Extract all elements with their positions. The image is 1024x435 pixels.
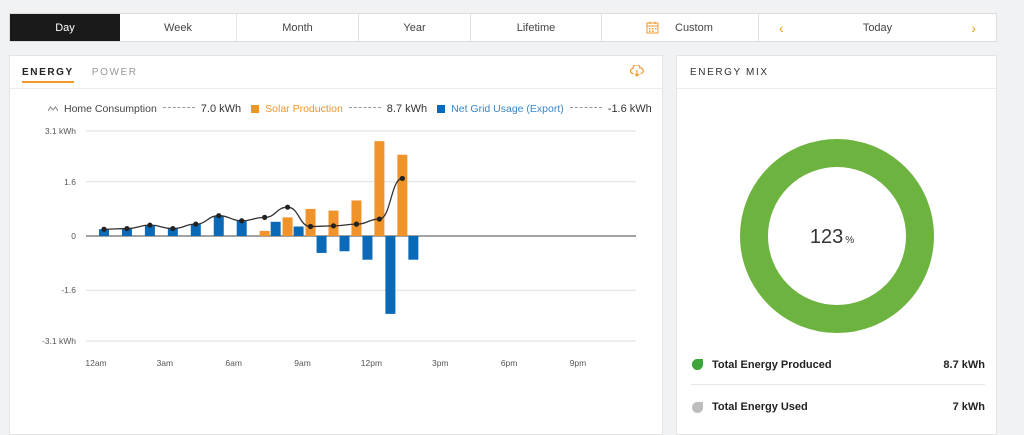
line-series-icon xyxy=(48,106,58,112)
tab-power[interactable]: POWER xyxy=(91,66,138,78)
grid-bar xyxy=(213,215,224,236)
y-tick-label: -1.6 xyxy=(61,285,76,295)
grid-bar xyxy=(408,236,419,260)
legend-grid-label: Net Grid Usage (Export) xyxy=(451,103,564,115)
solar-bar xyxy=(374,141,385,236)
legend-home-value: 7.0 kWh xyxy=(200,103,242,115)
grid-bar xyxy=(144,225,155,236)
leaf-icon xyxy=(692,401,703,413)
solar-bar xyxy=(259,230,270,236)
legend-dotted-leader xyxy=(162,106,195,108)
grid-bar xyxy=(293,226,304,236)
current-date-label[interactable]: Today xyxy=(862,21,893,34)
legend-solar-production[interactable]: Solar Production xyxy=(251,103,343,115)
consumption-point xyxy=(239,218,245,224)
produced-value: 8.7 kWh xyxy=(943,358,985,371)
grid-bar xyxy=(362,236,373,260)
legend-dotted-leader xyxy=(348,106,381,108)
tab-custom[interactable]: Custom xyxy=(602,14,759,41)
tab-year[interactable]: Year xyxy=(359,14,471,41)
energy-card-header: ENERGY POWER xyxy=(10,56,662,89)
used-label: Total Energy Used xyxy=(712,401,808,413)
period-tabbar: Day Week Month Year Lifetime Custom ‹ To… xyxy=(9,13,997,42)
y-tick-label: 0 xyxy=(71,231,76,241)
consumption-point xyxy=(376,216,382,222)
chart-legend: Home Consumption 7.0 kWh Solar Productio… xyxy=(48,103,652,115)
consumption-point xyxy=(353,221,360,227)
chevron-right-icon[interactable]: › xyxy=(971,19,976,36)
consumption-point xyxy=(193,221,199,227)
grid-bar xyxy=(385,236,396,314)
tab-week[interactable]: Week xyxy=(120,14,237,41)
solar-bar xyxy=(305,208,316,236)
legend-home-consumption[interactable]: Home Consumption xyxy=(48,103,157,115)
total-used-row: Total Energy Used 7 kWh xyxy=(691,387,985,427)
date-navigator: ‹ Today › xyxy=(759,14,996,41)
donut-ring xyxy=(740,139,934,333)
x-tick-label: 6am xyxy=(225,358,242,368)
consumption-point xyxy=(216,213,222,219)
y-tick-label: 1.6 xyxy=(64,177,76,187)
consumption-point xyxy=(307,223,314,230)
grid-bar xyxy=(190,224,201,236)
tab-lifetime[interactable]: Lifetime xyxy=(471,14,602,41)
x-tick-label: 9am xyxy=(294,358,311,368)
custom-label: Custom xyxy=(675,21,713,34)
consumption-point xyxy=(330,223,337,229)
produced-label: Total Energy Produced xyxy=(712,358,832,371)
consumption-point xyxy=(262,214,268,220)
cloud-download-icon[interactable] xyxy=(630,65,644,77)
grid-bar xyxy=(236,220,247,236)
energy-card: ENERGY POWER Home Consumption 7.0 kWh So… xyxy=(9,55,663,435)
consumption-point xyxy=(285,204,291,210)
leaf-icon xyxy=(692,359,703,370)
x-tick-label: 6pm xyxy=(501,358,518,368)
consumption-point xyxy=(147,222,153,228)
tab-month[interactable]: Month xyxy=(237,14,359,41)
tab-day[interactable]: Day xyxy=(10,14,120,41)
legend-solar-value: 8.7 kWh xyxy=(386,103,428,115)
x-tick-label: 3am xyxy=(157,358,174,368)
energy-mix-donut: 123% xyxy=(740,139,934,333)
grid-bar xyxy=(167,228,178,236)
legend-dotted-leader xyxy=(569,106,602,108)
solar-bar xyxy=(282,217,293,236)
grid-bar xyxy=(270,221,281,236)
used-value: 7 kWh xyxy=(952,401,985,413)
percent-value: 123 xyxy=(810,226,843,248)
grid-bar xyxy=(339,236,350,252)
consumption-point xyxy=(101,226,107,232)
chevron-left-icon[interactable]: ‹ xyxy=(779,19,784,36)
solar-swatch xyxy=(251,105,260,113)
grid-bar xyxy=(99,229,109,236)
x-tick-label: 12am xyxy=(85,358,106,368)
grid-swatch xyxy=(437,105,446,113)
y-tick-label: -3.1 kWh xyxy=(42,336,76,346)
total-produced-row: Total Energy Produced 8.7 kWh xyxy=(691,345,985,385)
grid-bar xyxy=(121,228,132,236)
legend-grid-value: -1.6 kWh xyxy=(607,103,652,115)
x-tick-label: 9pm xyxy=(570,358,587,368)
legend-home-label: Home Consumption xyxy=(64,103,157,115)
energy-mix-card: ENERGY MIX 123% Total Energy Produced 8.… xyxy=(676,55,997,435)
consumption-point xyxy=(124,225,130,232)
consumption-point xyxy=(170,225,176,232)
percent-sign: % xyxy=(845,235,854,246)
donut-percent: 123% xyxy=(810,226,854,248)
energy-chart: 3.1 kWh 1.6 0 -1.6 -3.1 kWh 12am 3am 6am 9am 12pm… xyxy=(42,126,636,368)
legend-solar-label: Solar Production xyxy=(265,103,343,115)
calendar-icon xyxy=(646,21,659,34)
grid-bar xyxy=(316,236,327,253)
solar-bar xyxy=(397,154,408,236)
x-tick-label: 3pm xyxy=(432,358,449,368)
legend-net-grid[interactable]: Net Grid Usage (Export) xyxy=(437,103,564,115)
x-tick-label: 12pm xyxy=(361,358,382,368)
energy-mix-title: ENERGY MIX xyxy=(677,56,996,89)
consumption-point xyxy=(399,175,405,182)
solar-bar xyxy=(351,200,362,236)
y-tick-label: 3.1 kWh xyxy=(45,126,76,136)
tab-energy[interactable]: ENERGY xyxy=(22,62,74,83)
